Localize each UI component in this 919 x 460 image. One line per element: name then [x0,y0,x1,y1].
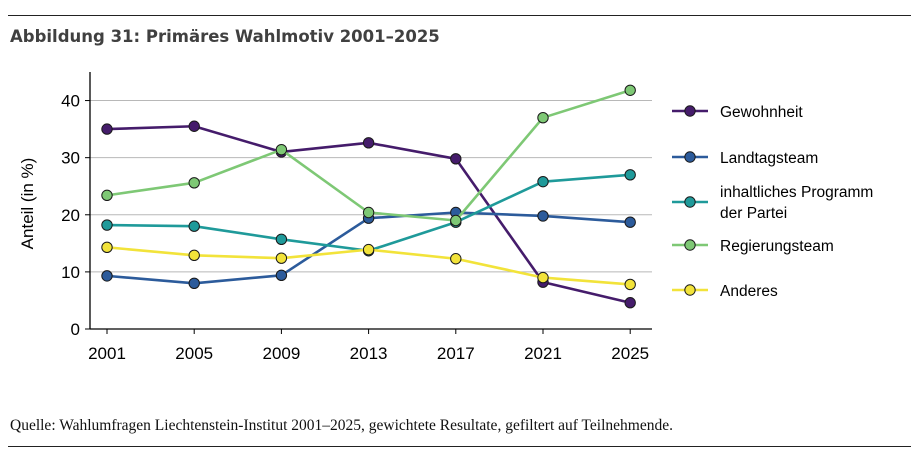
top-rule [8,15,911,16]
data-point [537,175,549,188]
legend-marker [684,196,696,208]
data-point [624,169,636,181]
legend-marker [684,284,696,296]
data-point [537,111,549,124]
legend-label: Landtagsteam [720,150,818,167]
gridlines [90,100,652,273]
data-point [537,210,549,222]
series-line [106,89,631,222]
y-tick-label: 0 [71,320,80,339]
x-tick-label: 2017 [437,344,475,363]
legend-label: inhaltliches Programm [720,184,873,201]
data-point [275,143,288,156]
legend-label: Gewohnheit [720,104,803,121]
y-tick-label: 10 [61,263,80,282]
series-landtagsteam [101,206,636,290]
bottom-rule [8,446,911,447]
data-point [188,220,200,232]
data-point [624,297,636,309]
data-point [275,233,288,246]
data-point [362,206,375,219]
legend-item: inhaltliches Programm der Partei [672,184,873,222]
data-point [537,271,549,284]
x-tick-label: 2009 [262,344,300,363]
data-point [624,84,636,96]
legend-label: Regierungsteam [720,238,834,255]
legend: Gewohnheit Landtagsteam inhaltliches Progr… [672,104,873,300]
data-point [188,277,200,290]
data-point [362,137,375,149]
line-chart: 0 10 20 30 40 2001 2005 2009 2013 2017 2021 2025 Ant… [18,72,873,363]
legend-marker [684,105,696,117]
data-point [101,123,113,135]
legend-item: Regierungsteam [672,238,834,255]
legend-item: Landtagsteam [672,150,818,167]
data-point [101,189,113,202]
data-point [624,216,636,228]
data-point [450,214,462,227]
x-tick-label: 2025 [611,344,649,363]
data-point [188,249,200,262]
x-tick-label: 2001 [88,344,126,363]
data-point [275,252,288,264]
y-tick-label: 20 [61,206,80,225]
x-tick-label: 2021 [524,344,562,363]
data-point [101,219,113,231]
data-point [450,153,462,165]
data-point [101,241,113,254]
series-regierungsteam [101,84,636,227]
data-point [362,243,375,256]
data-point [450,253,462,265]
x-tick-label: 2005 [175,344,213,363]
axes: 0 10 20 30 40 2001 2005 2009 2013 2017 2021 2025 Ant… [18,72,652,363]
y-axis-title: Anteil (in %) [18,158,37,250]
data-point [188,120,200,132]
data-point [101,270,113,282]
series-anderes [101,241,636,291]
legend-marker [684,151,696,163]
legend-marker [684,239,696,251]
data-point [188,177,200,189]
series-layer [101,84,636,309]
figure-title: Abbildung 31: Primäres Wahlmotiv 2001–20… [10,27,440,46]
legend-label: der Partei [720,205,787,222]
legend-item: Anderes [672,283,778,300]
figure-source: Quelle: Wahlumfragen Liechtenstein-Insti… [10,417,673,434]
data-point [624,278,636,291]
x-tick-label: 2013 [350,344,388,363]
legend-label: Anderes [720,283,778,300]
y-tick-label: 30 [61,149,80,168]
y-tick-label: 40 [61,92,80,111]
data-point [275,269,288,282]
legend-item: Gewohnheit [672,104,803,121]
